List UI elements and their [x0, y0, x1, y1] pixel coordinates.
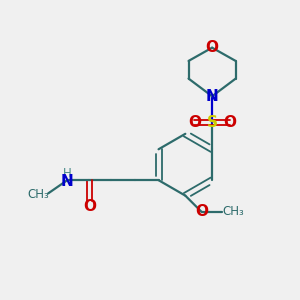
Text: N: N	[206, 89, 218, 104]
Text: O: O	[223, 115, 236, 130]
Text: O: O	[206, 40, 219, 55]
Text: CH₃: CH₃	[28, 188, 49, 201]
Text: N: N	[61, 174, 74, 189]
Text: O: O	[195, 204, 208, 219]
Text: CH₃: CH₃	[223, 205, 244, 218]
Text: O: O	[188, 115, 201, 130]
Text: O: O	[83, 199, 96, 214]
Text: H: H	[63, 167, 72, 180]
Text: S: S	[207, 115, 218, 130]
